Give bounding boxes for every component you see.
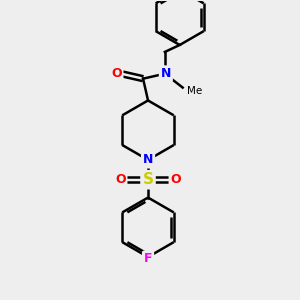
Text: O: O [115, 173, 126, 186]
Text: N: N [143, 153, 153, 167]
Text: N: N [143, 153, 153, 167]
Text: N: N [161, 67, 171, 80]
Text: F: F [144, 253, 152, 266]
Text: O: O [111, 67, 122, 80]
Text: S: S [142, 172, 154, 187]
Text: O: O [170, 173, 181, 186]
Text: Me: Me [187, 85, 202, 96]
